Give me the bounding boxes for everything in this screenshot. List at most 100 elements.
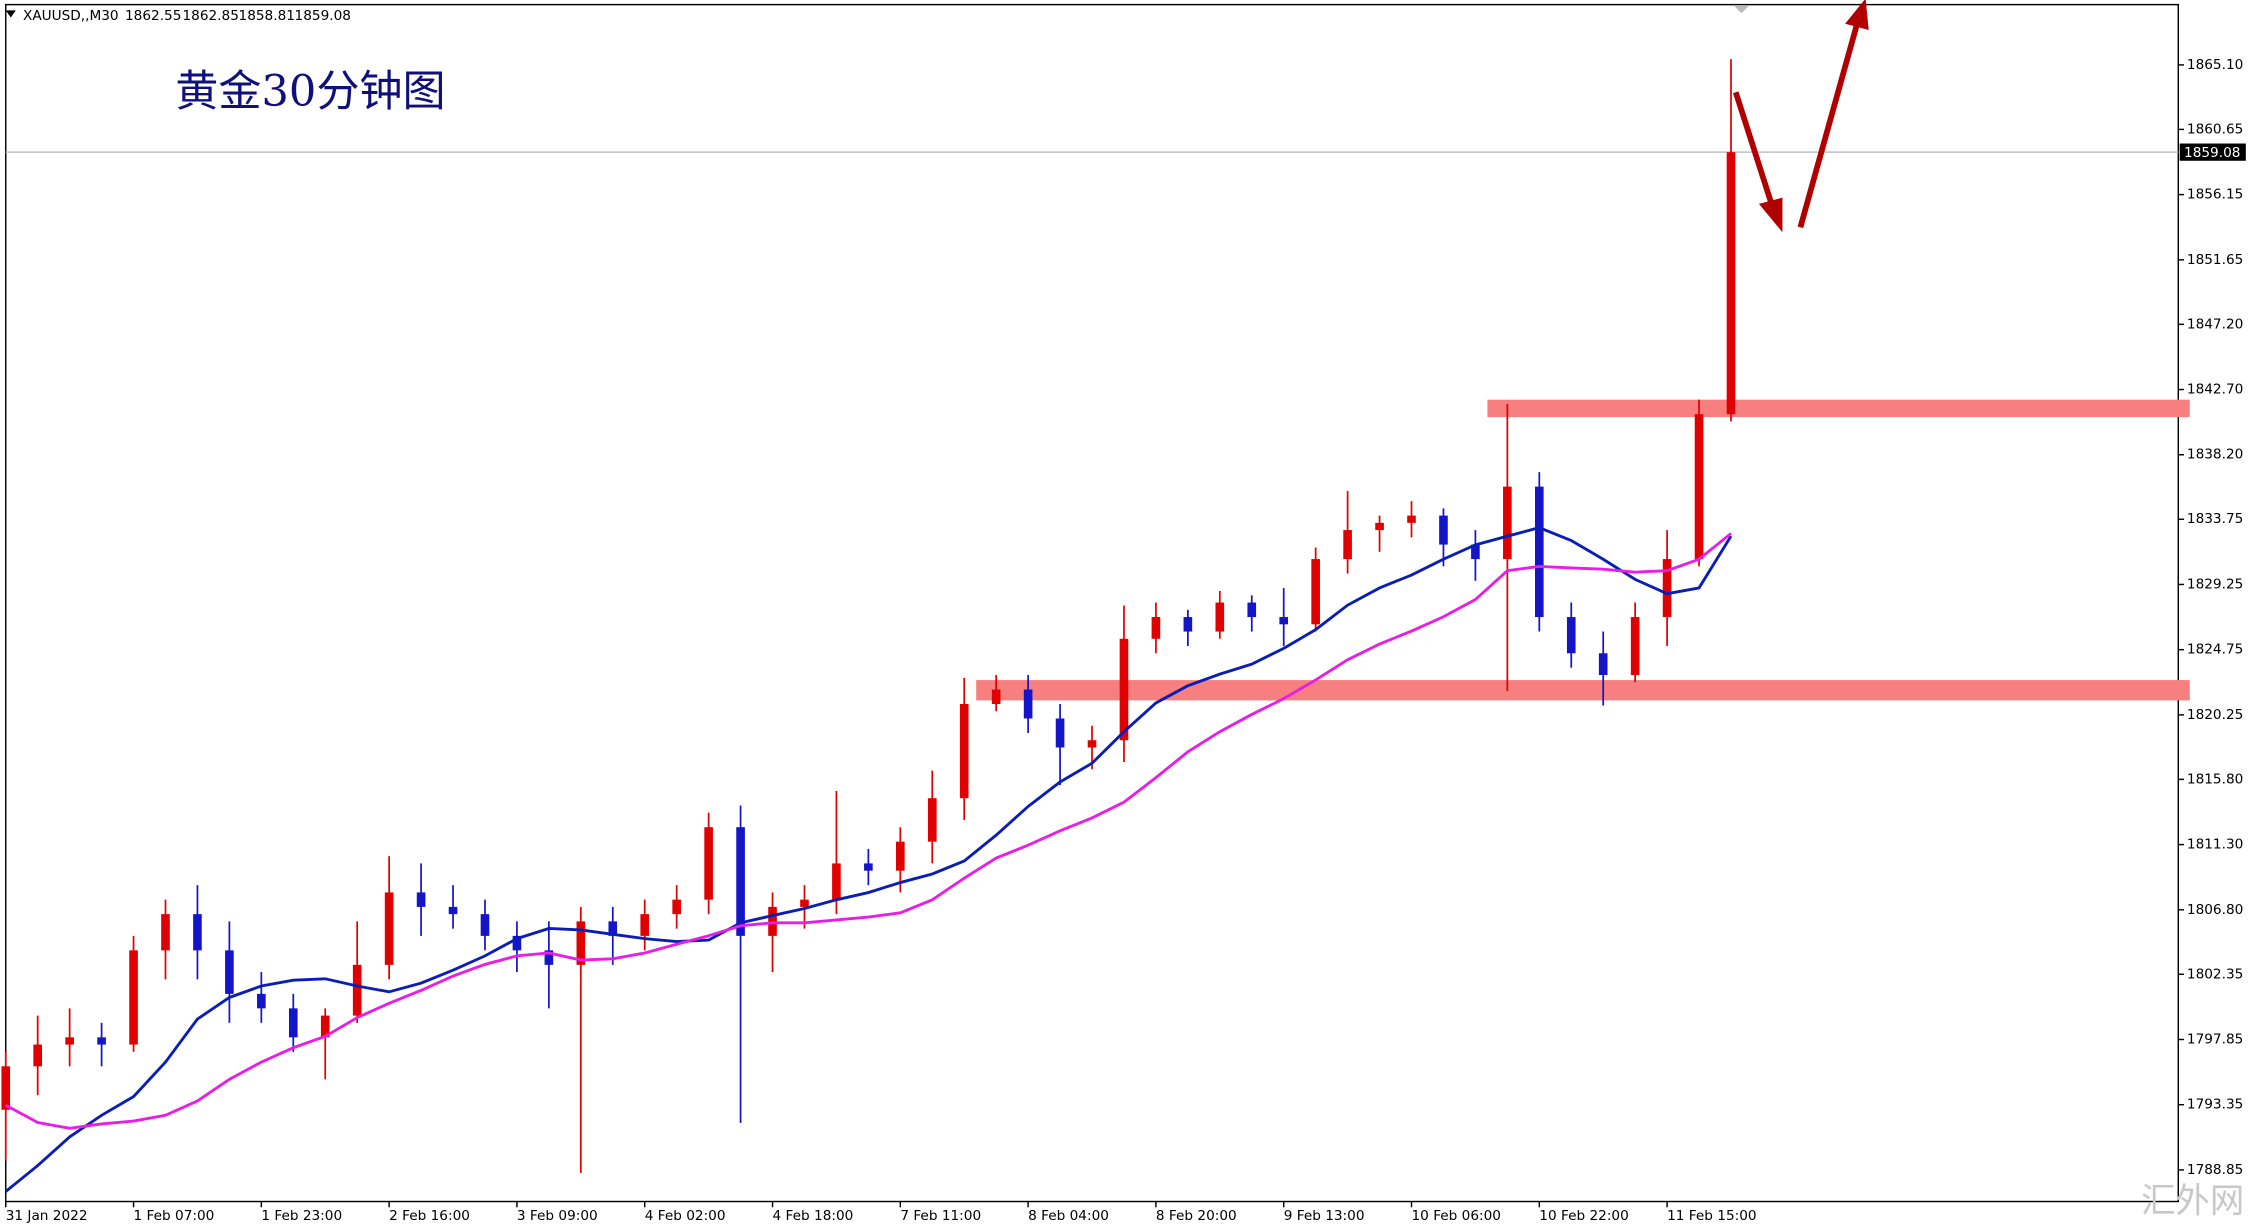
candle-body [416,892,426,907]
candle-body [736,827,745,936]
candle-body [33,1044,43,1067]
y-tick-label: 1833.75 [2187,511,2243,527]
x-tick-label: 10 Feb 06:00 [1412,1208,1502,1224]
candle-body [193,914,202,951]
candle-body [608,921,618,936]
watermark: 汇外网 [2141,1181,2244,1221]
candle-body [1566,617,1576,654]
y-tick-label: 1842.70 [2187,382,2243,398]
candle-body [640,914,650,936]
x-tick-label: 1 Feb 07:00 [134,1208,215,1224]
candle-body [672,899,681,915]
zone [1487,399,2190,418]
candle-body [1534,486,1544,618]
candle-body [257,993,266,1009]
down-arrow [1732,91,1775,206]
candle-body [1183,617,1193,632]
symbol: XAUUSD,,M30 [23,8,119,24]
y-tick-label: 1820.25 [2187,707,2243,723]
candle-body [991,689,1001,705]
candle-body [480,914,490,936]
candle-body [1279,617,1289,625]
annotation: 黄金30分钟图 [175,67,445,117]
down-arrow-head [1758,197,1783,233]
y-tick-label: 1802.35 [2187,966,2243,982]
candle-body [384,892,394,965]
x-tick-label: 9 Feb 13:00 [1284,1208,1365,1224]
current-price-label: 1859.08 [2184,145,2240,161]
current-price-box [2179,143,2246,161]
header-value: 1858.81 [239,8,295,24]
y-tick-label: 1860.65 [2187,121,2243,137]
candle-body [448,906,458,915]
candle-body [1343,530,1352,560]
x-tick-label: 10 Feb 22:00 [1539,1208,1628,1224]
candle-body [1,1066,11,1110]
x-tick-label: 11 Feb 15:00 [1667,1208,1756,1224]
y-tick-label: 1797.85 [2187,1031,2243,1047]
candle-body [225,950,234,994]
chart-shift-marker [1734,6,1749,14]
candle-body [1119,638,1129,741]
plot-frame [5,3,2180,1203]
candle-body [512,935,522,951]
header-value: 1862.85 [182,8,238,24]
arrows [1732,0,1869,233]
candle-body [576,921,586,965]
y-tick-label: 1806.80 [2187,902,2243,918]
x-tick-label: 4 Feb 02:00 [645,1208,726,1224]
candle-body [1215,602,1225,632]
candle-body [1503,486,1512,560]
candle-body [129,950,138,1045]
candle-body [97,1037,106,1045]
candle-body [1055,718,1065,748]
header-value: 1862.55 [125,8,181,24]
y-tick-label: 1815.80 [2187,771,2243,787]
candle-body [896,841,905,871]
candle-body [1311,559,1320,625]
candle-body [288,1008,298,1038]
y-tick-label: 1865.10 [2187,57,2243,73]
candle-body [1375,522,1384,531]
x-tick-label: 1 Feb 23:00 [261,1208,342,1224]
y-tick-label: 1811.30 [2187,837,2243,853]
up-arrow [1797,25,1860,229]
x-tick-label: 7 Feb 11:00 [900,1208,981,1224]
candle-body [352,964,362,1016]
candle-body [1087,740,1097,748]
candle-body [959,704,969,799]
x-tick-label: 4 Feb 18:00 [773,1208,854,1224]
y-tick-label: 1824.75 [2187,642,2243,658]
candle-body [65,1037,74,1045]
x-tick-label: 31 Jan 2022 [6,1208,88,1224]
y-tick-label: 1829.25 [2187,576,2243,592]
y-tick-label: 1856.15 [2187,187,2243,203]
candle-body [832,863,841,900]
candle-body [1023,689,1033,719]
candle-body [1630,617,1640,676]
y-tick-label: 1788.85 [2187,1162,2243,1178]
candle-body [1598,653,1608,676]
candle-body [1471,544,1480,560]
candle-body [768,906,777,936]
y-tick-label: 1847.20 [2187,316,2243,332]
candle-body [1247,602,1257,618]
plot-layer [1,59,2190,1193]
x-tick-label: 2 Feb 16:00 [389,1208,470,1224]
candle-body [544,950,554,965]
candle-body [1151,617,1161,639]
moving-average [4,526,1733,1193]
x-tick-label: 8 Feb 04:00 [1028,1208,1109,1224]
candle-body [1726,152,1736,415]
candle-body [161,914,170,951]
zone [976,680,2190,701]
candle-body [927,798,937,842]
y-tick-label: 1838.20 [2187,447,2243,463]
candle-body [704,827,713,900]
y-tick-label: 1851.65 [2187,252,2243,268]
symbol-menu-icon [5,10,16,18]
up-arrow-head [1845,0,1869,31]
